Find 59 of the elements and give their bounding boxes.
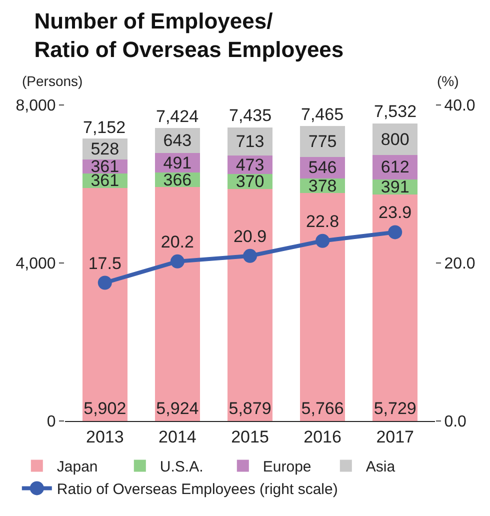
data-label: 22.8	[306, 212, 340, 231]
bar	[300, 126, 346, 157]
point	[98, 276, 112, 290]
legend-label: Ratio of Overseas Employees (right scale)	[56, 481, 338, 498]
y-tick-label: 0	[46, 414, 56, 431]
x-tick-label: 2015	[231, 427, 269, 446]
bar	[154, 187, 200, 421]
data-label: 546	[308, 158, 337, 178]
data-label: 5,902	[84, 399, 126, 418]
x-tick-label: 2014	[158, 427, 196, 446]
data-label: 643	[163, 130, 192, 150]
y2-tick-label: 20.0	[444, 256, 476, 273]
data-label: 361	[90, 171, 120, 190]
data-label: 800	[380, 130, 410, 149]
y-tick-label: 4,000	[16, 256, 56, 273]
total-label: 7,465	[301, 105, 344, 124]
data-label: 473	[236, 155, 264, 174]
data-label: 366	[163, 170, 192, 190]
data-label: 23.9	[378, 203, 412, 222]
data-label: 775	[308, 132, 337, 151]
total-label: 7,424	[156, 107, 199, 126]
data-label: 491	[163, 153, 192, 172]
legend-label: Asia	[366, 458, 396, 476]
legend-label: U.S.A.	[160, 458, 204, 476]
point	[170, 254, 184, 268]
total-label: 7,435	[229, 106, 272, 125]
data-label: 370	[236, 172, 264, 191]
y-tick-label: 8,000	[16, 98, 56, 115]
y-axis-title: (Persons)	[22, 73, 83, 89]
x-tick-label: 2013	[86, 427, 124, 446]
legend-label: Japan	[56, 458, 98, 476]
point	[388, 225, 402, 240]
bar	[228, 188, 272, 421]
data-label: 5,879	[228, 399, 272, 418]
x-tick-label: 2017	[376, 427, 414, 446]
legend-label: Europe	[262, 458, 312, 476]
data-label: 391	[380, 177, 410, 196]
total-label: 7,532	[374, 102, 417, 121]
data-label: 5,924	[156, 399, 199, 418]
point	[316, 234, 330, 248]
data-label: 17.5	[88, 254, 122, 273]
data-label: 20.2	[160, 232, 194, 252]
x-tick-label: 2016	[304, 427, 342, 446]
y2-tick-label: 40.0	[444, 98, 476, 115]
data-label: 5,766	[301, 399, 344, 418]
data-label: 5,729	[374, 399, 416, 418]
bar	[300, 193, 346, 421]
bar	[82, 188, 128, 421]
chart-title: Number of Employees/ Ratio of Overseas Employees	[34, 8, 344, 62]
bar	[372, 194, 418, 421]
data-label: 20.9	[233, 226, 267, 246]
y2-tick-label: 0.0	[444, 414, 467, 431]
data-label: 612	[380, 158, 410, 177]
total-label: 7,152	[83, 118, 126, 137]
point	[243, 248, 257, 263]
data-label: 713	[236, 132, 264, 151]
data-label: 378	[308, 176, 337, 196]
data-label: 528	[90, 139, 120, 158]
y2-axis-title: (%)	[437, 73, 459, 89]
